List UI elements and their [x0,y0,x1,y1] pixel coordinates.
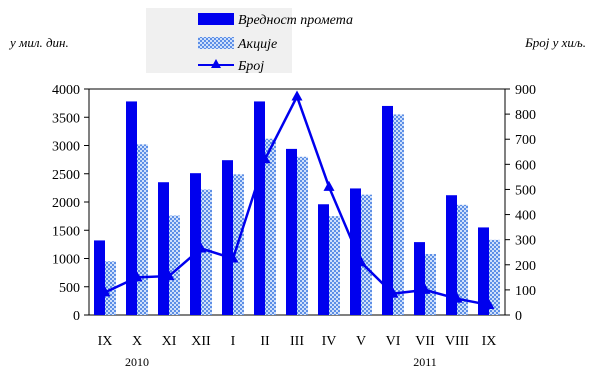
bar-value-10 [414,242,425,315]
left-tick-label-6: 3000 [52,140,80,155]
left-tick-label-5: 2500 [52,168,80,183]
legend-swatch-shares [198,37,234,49]
right-tick-label-9: 900 [515,83,536,98]
right-tick-label-5: 500 [515,183,536,198]
series-count-line [99,90,495,309]
count-marker-4 [227,252,239,263]
right-tick-label-2: 200 [515,259,536,274]
count-marker-2 [163,270,175,281]
left-tick-label-8: 4000 [52,83,80,98]
left-tick-label-4: 2000 [52,196,80,211]
left-tick-label-7: 3500 [52,111,80,126]
x-tick-label-3: XII [191,334,211,349]
left-tick-label-2: 1000 [52,253,80,268]
x-tick-label-2: XI [162,334,177,349]
x-tick-label-12: IX [482,334,497,349]
x-tick-label-9: VI [386,334,401,349]
x-tick-label-4: I [231,334,236,349]
left-tick-label-0: 0 [73,309,80,324]
count-marker-12 [483,298,495,309]
right-axis-unit-label: Број у хиљ. [524,35,586,50]
bar-value-9 [382,105,393,315]
bar-value-6 [286,148,297,315]
x-tick-label-0: IX [98,334,113,349]
x-tick-label-6: III [290,334,304,349]
right-tick-label-7: 700 [515,133,536,148]
left-tick-label-3: 1500 [52,224,80,239]
right-tick-label-8: 800 [515,108,536,123]
bar-shares-1 [137,144,148,315]
bar-shares-6 [297,156,308,315]
x-tick-label-7: IV [322,334,337,349]
right-tick-label-6: 600 [515,158,536,173]
bar-value-7 [318,204,329,315]
count-marker-5 [259,153,271,164]
bar-shares-11 [457,204,468,315]
bar-shares-5 [265,138,276,315]
bar-value-11 [446,195,457,315]
year-label-1: 2011 [413,355,437,369]
x-tick-label-8: V [356,334,366,349]
count-marker-10 [419,283,431,294]
count-marker-3 [195,242,207,253]
legend-label-shares: Акције [237,37,277,52]
bar-value-0 [94,240,105,315]
bar-value-2 [158,182,169,315]
bar-value-4 [222,160,233,315]
bar-shares-3 [201,189,212,315]
count-marker-11 [451,292,463,303]
bar-value-3 [190,173,201,315]
count-marker-8 [355,256,367,267]
x-tick-label-11: VIII [445,334,469,349]
left-axis-unit-label: у мил. дин. [8,35,69,50]
count-marker-9 [387,287,399,298]
bar-shares-10 [425,253,436,315]
legend-swatch-value [198,13,234,25]
count-marker-1 [131,271,143,282]
x-tick-label-5: II [260,334,270,349]
bar-shares-7 [329,216,340,315]
right-tick-label-1: 100 [515,284,536,299]
x-tick-label-1: X [132,334,142,349]
bar-value-1 [126,101,137,316]
year-label-0: 2010 [125,355,149,369]
bar-shares-0 [105,261,116,315]
legend-label-count: Број [237,59,264,74]
legend-marker-count [211,59,221,68]
left-tick-label-1: 500 [59,281,80,296]
right-axis: 0 100 200 300 400 500 600 700 800 900 [505,83,536,324]
count-marker-0 [99,286,111,297]
count-marker-6 [291,90,303,101]
right-tick-label-4: 400 [515,209,536,224]
legend: Вредност промета Акције Број [146,8,353,74]
legend-label-value: Вредност промета [238,13,353,28]
right-tick-label-3: 300 [515,234,536,249]
bar-value-12 [478,227,489,315]
x-tick-label-10: VII [415,334,435,349]
left-axis: 0 500 1000 1500 2000 2500 3000 3500 4000 [52,83,89,324]
bar-shares-2 [169,215,180,315]
bar-shares-12 [489,239,500,315]
right-tick-label-0: 0 [515,309,522,324]
bar-value-5 [254,101,265,316]
bar-shares-8 [361,194,372,315]
bar-shares-9 [393,114,404,315]
count-marker-7 [323,180,335,191]
